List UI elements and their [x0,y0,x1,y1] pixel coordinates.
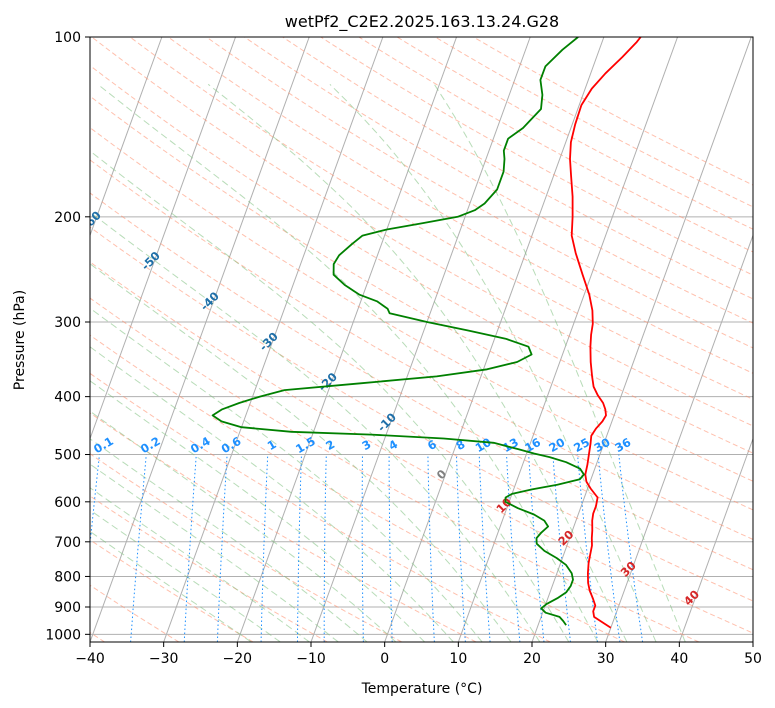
x-tick-label: −20 [223,651,253,667]
mixing-ratio-label: 13 [500,435,521,455]
dry-adiabat-line [90,64,753,454]
mixing-ratio-line [297,454,302,642]
mixing-ratio-label: 20 [546,435,567,455]
mixing-ratio-line [478,454,491,642]
x-tick-label: −40 [75,651,105,667]
mixing-ratio-label: 30 [592,435,613,455]
moist-adiabat-line [329,83,657,642]
dry-adiabat-line [90,192,753,571]
mixing-ratio-line [183,454,197,642]
temperature-profile [569,37,642,629]
moist-adiabat-line [97,83,599,642]
y-tick-label: 100 [54,30,81,46]
dry-adiabat-line [90,297,700,642]
moist-adiabat-line [90,487,310,642]
isotherm-line [236,37,458,642]
moist-adiabat-line [90,463,339,642]
mixing-ratio-line [260,454,269,642]
y-tick-label: 1000 [45,627,81,643]
dry-adiabat-line [90,226,753,602]
profiles [211,37,642,629]
mixing-ratio-label: 10 [473,435,494,455]
isotherm-line [752,640,753,642]
axis-ticks: −40 −30 −20 −10 0 10 20 30 40 50 100 200 300 400 500 60… [45,30,762,667]
dry-adiabat-line [90,127,753,511]
dry-adiabat-line [167,37,753,374]
mixing-ratio-line [130,454,147,642]
plot-area [90,37,753,642]
dry-adiabat-line [90,95,753,482]
x-tick-label: 10 [449,651,467,667]
isotherm-line [90,37,163,237]
mixing-ratio-line [323,454,327,642]
dry-adiabat-line [320,37,753,276]
moist-adiabat-line [90,346,454,642]
mixing-ratio-label: 16 [522,435,543,455]
isotherm-line [678,437,753,642]
y-axis-label: Pressure (hPa) [12,290,28,390]
isotherm-line [605,233,753,642]
y-tick-label: 800 [54,569,81,585]
y-tick-label: 600 [54,495,81,511]
isotherm-line [531,37,752,642]
moist-adiabat-line [90,211,541,642]
dry-adiabat-line [90,372,551,642]
moist-adiabat-line [90,307,483,642]
y-tick-label: 300 [54,315,81,331]
y-tick-label: 700 [54,535,81,551]
dry-adiabat-line [91,37,753,427]
moist-adiabat-line [90,263,512,642]
mixing-ratio-line [361,454,364,642]
dry-adiabat-line [90,334,625,642]
moist-adiabat-line [90,438,368,642]
mixing-ratio-label: 25 [571,435,592,455]
moist-adiabat-line [433,84,686,642]
x-tick-label: 0 [380,651,389,667]
plot-frame [89,36,754,643]
isotherm-line [90,37,237,441]
mixing-ratio-line [456,454,466,642]
mixing-ratio-line [427,454,435,642]
dry-adiabat-line [434,37,753,208]
x-tick-label: 40 [670,651,688,667]
dry-adiabat-line [90,412,477,642]
x-tick-label: −30 [149,651,179,667]
background-lines [90,37,753,642]
mixing-ratio-label: 36 [612,435,633,455]
x-tick-label: −10 [296,651,326,667]
dry-adiabat-line [90,495,328,642]
isotherm-line [90,37,310,642]
dry-adiabat-line [206,37,753,349]
moist-adiabat-line [90,410,397,642]
dry-adiabat-line [90,453,402,642]
isotherm-label: -70 [20,168,45,193]
x-tick-label: 50 [744,651,762,667]
mixing-ratio-line [216,454,228,642]
x-tick-label: 20 [523,651,541,667]
y-tick-label: 200 [54,210,81,226]
chart-title: wetPf2_C2E2.2025.163.13.24.G28 [285,12,559,32]
x-tick-label: 30 [597,651,615,667]
isotherm-line [310,37,531,642]
dewpoint-profile [211,37,585,626]
dry-adiabat-line [282,37,753,300]
x-axis-label: Temperature (°C) [361,681,483,697]
mixing-ratio-line [506,454,521,642]
isotherm-line [384,37,605,642]
y-tick-label: 500 [54,448,81,464]
mixing-ratio-line [388,454,393,642]
y-tick-label: 400 [54,390,81,406]
y-tick-label: 900 [54,600,81,616]
isotherm-line [457,37,679,642]
